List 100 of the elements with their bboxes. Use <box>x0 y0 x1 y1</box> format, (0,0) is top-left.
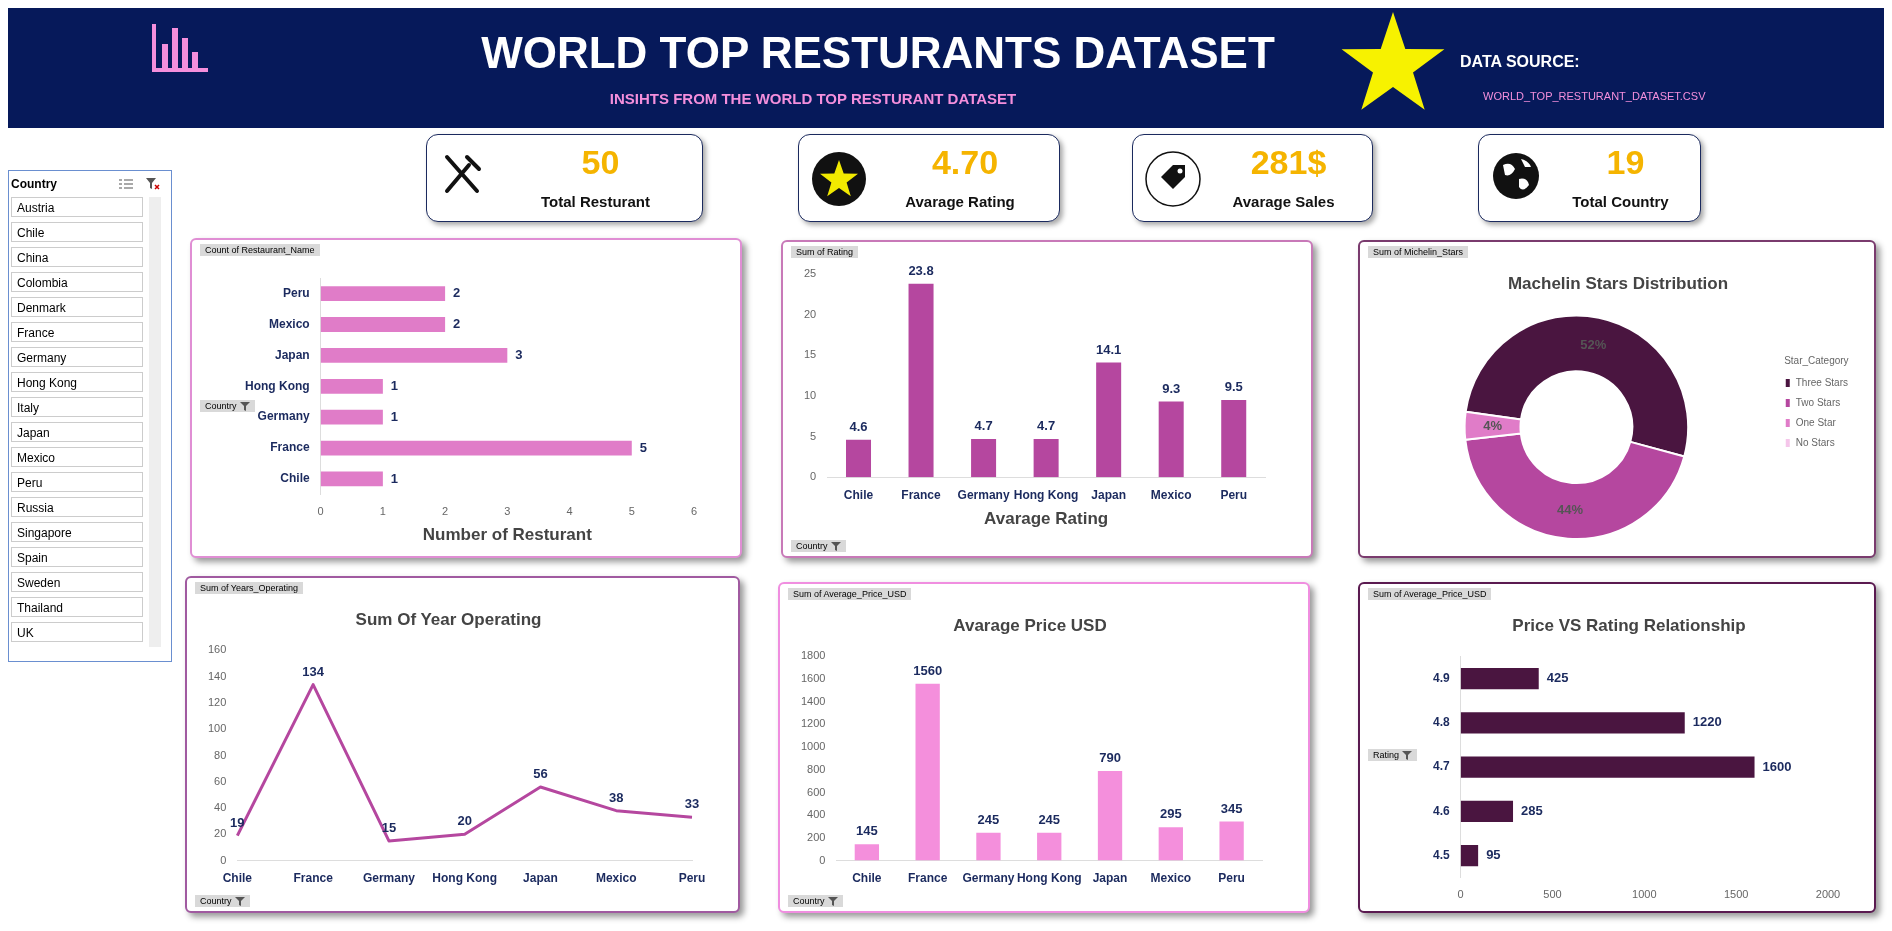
y-tick-label: 10 <box>803 388 817 401</box>
y-tick-label: Japan <box>274 347 310 362</box>
text: Country <box>200 896 232 906</box>
data-label: 52% <box>1580 336 1607 352</box>
bar <box>1221 399 1247 478</box>
bar <box>846 439 872 478</box>
text: Avarage Rating <box>904 193 1016 210</box>
text: Sum of Rating <box>796 247 854 257</box>
y-tick-label: France <box>270 440 310 455</box>
bar <box>971 439 997 478</box>
text: UK <box>11 622 143 642</box>
y-tick-label: 40 <box>214 801 227 814</box>
text: Sum of Years_Operating <box>200 583 299 593</box>
bar <box>1158 401 1184 478</box>
text: Country <box>796 541 828 551</box>
bar <box>1096 362 1122 478</box>
x-tick-label: 5 <box>628 505 635 518</box>
x-tick-label: 1000 <box>1632 888 1657 901</box>
x-tick-label: 500 <box>1543 888 1562 901</box>
text: Hong Kong <box>11 372 143 392</box>
data-label: 4.6 <box>849 418 868 434</box>
data-label: 285 <box>1521 802 1543 818</box>
y-tick-label: 25 <box>803 267 817 280</box>
text: Count of Restaurant_Name <box>205 245 315 255</box>
data-label: 345 <box>1220 800 1243 816</box>
text: Austria <box>11 197 143 217</box>
y-tick-label: 80 <box>214 748 227 761</box>
y-tick-label: Peru <box>282 285 310 300</box>
text: Italy <box>11 397 143 417</box>
y-tick-label: 4.8 <box>1432 715 1450 730</box>
y-tick-label: 100 <box>207 722 227 735</box>
y-tick-label: 0 <box>819 853 826 866</box>
data-label: 295 <box>1159 806 1182 822</box>
x-tick-label: France <box>901 487 942 502</box>
chart-title: Avarage Price USD <box>953 615 1107 635</box>
text: 19 <box>1605 143 1646 182</box>
legend-title: Star_Category <box>1784 354 1849 366</box>
text: Sum of Michelin_Stars <box>1373 247 1464 257</box>
bar <box>320 317 446 332</box>
data-label: 1 <box>390 377 399 393</box>
text: Japan <box>11 422 143 442</box>
x-axis-title: Avarage Rating <box>984 509 1109 529</box>
bar <box>1460 800 1514 823</box>
y-tick-label: 20 <box>214 827 227 840</box>
x-tick-label: Mexico <box>1150 487 1192 502</box>
data-label: 23.8 <box>908 262 934 278</box>
y-tick-label: 140 <box>207 669 227 682</box>
bar <box>320 409 383 425</box>
x-tick-label: 1500 <box>1723 888 1749 901</box>
text: Russia <box>11 497 143 517</box>
data-label: 1600 <box>1762 758 1792 774</box>
x-tick-label: Mexico <box>1150 871 1192 886</box>
text: Thailand <box>11 597 143 617</box>
data-label: 4.7 <box>974 418 993 434</box>
y-tick-label: 0 <box>810 470 817 483</box>
y-tick-label: 1800 <box>800 649 826 662</box>
text: Rating <box>1373 750 1400 760</box>
x-tick-label: 3 <box>504 505 511 518</box>
y-tick-label: Germany <box>257 409 310 424</box>
y-tick-label: 1400 <box>800 694 826 707</box>
data-label: 2 <box>453 316 461 332</box>
data-label: 38 <box>608 789 624 805</box>
y-tick-label: 4.9 <box>1432 670 1450 685</box>
y-tick-label: 60 <box>214 774 227 787</box>
data-label: 9.3 <box>1162 380 1181 396</box>
data-label: 1 <box>390 408 399 424</box>
bar <box>320 471 383 487</box>
data-label: 425 <box>1546 670 1569 686</box>
y-tick-label: Mexico <box>268 316 310 331</box>
text: China <box>11 247 143 267</box>
x-tick-label: 0 <box>317 505 324 518</box>
text: INSIHTS FROM THE WORLD TOP RESTURANT DATASET <box>608 90 1018 107</box>
bar <box>1460 667 1539 690</box>
text: Singapore <box>11 522 143 542</box>
data-label: 1 <box>390 470 399 486</box>
data-label: 33 <box>684 796 700 812</box>
text: Total Country <box>1571 193 1670 210</box>
x-tick-label: Hong Kong <box>432 871 497 886</box>
data-label: 134 <box>302 663 325 679</box>
source-note: DATA SOURCE: <box>1460 53 1580 71</box>
data-label: 4% <box>1483 417 1503 433</box>
bar <box>320 378 383 394</box>
data-label: 5 <box>639 439 648 455</box>
data-label: 19 <box>230 814 245 830</box>
text: Sum of Average_Price_USD <box>793 589 907 599</box>
legend-label: One Star <box>1795 416 1837 428</box>
bar <box>1460 756 1755 778</box>
y-tick-label: 1000 <box>800 740 826 753</box>
y-tick-label: 15 <box>803 348 817 361</box>
bar <box>854 844 880 861</box>
data-label: 2 <box>453 285 461 301</box>
y-tick-label: 0 <box>220 853 227 866</box>
data-label: 15 <box>381 819 397 835</box>
text: Chile <box>11 222 143 242</box>
text: Avarage Sales <box>1231 193 1336 210</box>
chart-title: Sum Of Year Operating <box>355 609 542 629</box>
data-label: 14.1 <box>1096 341 1122 357</box>
y-tick-label: Hong Kong <box>244 378 310 393</box>
data-label: 145 <box>856 823 878 839</box>
bar <box>1158 827 1183 861</box>
